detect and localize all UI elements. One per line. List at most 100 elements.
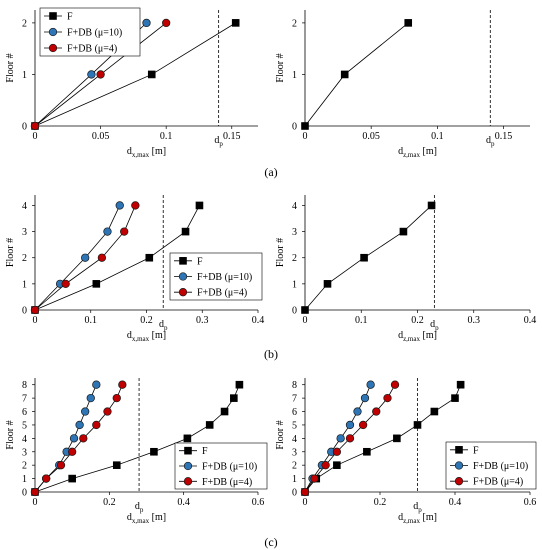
data-point	[353, 407, 362, 416]
y-tick-label: 4	[292, 434, 297, 445]
data-point	[56, 461, 66, 470]
x-axis-label: dx,max [m]	[127, 512, 166, 525]
data-point	[336, 434, 345, 443]
data-point	[358, 420, 368, 430]
data-point	[366, 380, 375, 389]
data-point	[30, 305, 40, 315]
data-point	[383, 393, 392, 403]
data-point	[300, 487, 310, 497]
data-point	[413, 421, 422, 429]
y-tick-label: 1	[292, 474, 297, 485]
data-point	[112, 461, 121, 469]
panel-label-a: (a)	[264, 165, 277, 179]
y-tick-label: 1	[22, 70, 27, 81]
legend-marker	[183, 477, 193, 486]
x-tick-label: 0.1	[160, 131, 173, 142]
data-point	[87, 70, 96, 79]
data-point	[345, 434, 355, 443]
x-tick-label: 0.6	[524, 497, 537, 508]
data-point	[81, 407, 90, 416]
y-tick-label: 5	[22, 420, 27, 431]
data-point	[231, 19, 240, 27]
data-point	[333, 461, 341, 469]
dp-label: dp	[214, 135, 223, 148]
legend-marker	[183, 461, 193, 471]
data-point	[61, 279, 70, 289]
y-tick-label: 7	[292, 394, 297, 405]
series-line	[304, 22, 409, 127]
y-axis-label: Floor #	[5, 238, 16, 267]
data-point	[69, 434, 79, 443]
legend-marker	[454, 461, 464, 470]
data-point	[92, 280, 101, 288]
y-tick-label: 5	[292, 420, 297, 431]
data-point	[332, 447, 342, 456]
data-point	[115, 201, 124, 210]
legend: F F+DB (μ=10) F+DB (μ=4)	[174, 442, 268, 490]
legend-label: F+DB (μ=4)	[473, 477, 523, 488]
data-point	[81, 253, 90, 262]
x-tick-label: 0	[33, 497, 38, 508]
x-axis-label: dx,max [m]	[127, 146, 166, 159]
data-point	[147, 70, 156, 79]
data-point	[195, 201, 204, 210]
legend-label: F+DB (μ=10)	[67, 28, 122, 39]
data-point	[404, 19, 413, 27]
y-tick-label: 8	[22, 380, 27, 391]
data-point	[30, 487, 40, 497]
legend-label: F	[197, 256, 203, 267]
x-tick-label: 0.2	[374, 497, 387, 508]
x-tick-label: 0.15	[495, 131, 513, 142]
data-point	[345, 420, 355, 430]
data-point	[430, 407, 439, 416]
x-tick-label: 0.05	[92, 131, 110, 142]
data-point	[372, 407, 381, 416]
legend-label: F+DB (μ=10)	[473, 461, 528, 472]
data-point	[68, 474, 76, 483]
legend-label: F+DB (μ=4)	[202, 477, 252, 488]
legend-label: F+DB (μ=10)	[197, 272, 252, 283]
legend-marker	[184, 446, 192, 455]
data-point	[181, 227, 190, 236]
y-tick-label: 3	[292, 227, 297, 238]
legend: F F+DB (μ=10) F+DB (μ=4)	[169, 252, 263, 301]
y-tick-label: 3	[292, 447, 297, 458]
x-tick-label: 0.3	[468, 315, 481, 326]
x-tick-label: 0.2	[140, 315, 153, 326]
x-axis-label: dz,max [m]	[398, 330, 437, 343]
dp-label: dp	[159, 319, 168, 332]
data-point	[183, 434, 192, 443]
legend-marker	[178, 288, 188, 297]
dp-label: dp	[486, 135, 495, 148]
data-point	[310, 474, 319, 483]
y-tick-label: 0	[22, 488, 27, 499]
y-tick-label: 2	[22, 253, 27, 264]
y-axis-label: Floor #	[5, 420, 16, 449]
legend-label: F	[67, 12, 73, 23]
data-point	[97, 253, 107, 262]
y-tick-label: 2	[292, 461, 297, 472]
x-tick-label: 0.05	[362, 131, 380, 142]
data-point	[79, 434, 88, 443]
data-point	[103, 407, 112, 416]
data-point	[323, 280, 332, 288]
series-line	[304, 205, 432, 311]
data-point	[235, 380, 244, 389]
y-axis-label: Floor #	[5, 53, 16, 82]
x-tick-label: 0.15	[223, 131, 241, 142]
data-point	[393, 434, 401, 443]
dp-label: dp	[413, 501, 422, 514]
x-axis-label: dz,max [m]	[398, 512, 437, 525]
dp-label: dp	[430, 319, 439, 332]
data-point	[321, 461, 330, 470]
y-tick-label: 7	[22, 394, 27, 405]
data-point	[131, 201, 140, 210]
x-tick-label: 0.3	[196, 315, 209, 326]
data-point	[340, 70, 349, 79]
legend-marker	[49, 12, 57, 20]
data-point	[301, 122, 309, 130]
legend-label: F+DB (μ=10)	[202, 462, 257, 473]
legend-marker	[48, 27, 58, 37]
